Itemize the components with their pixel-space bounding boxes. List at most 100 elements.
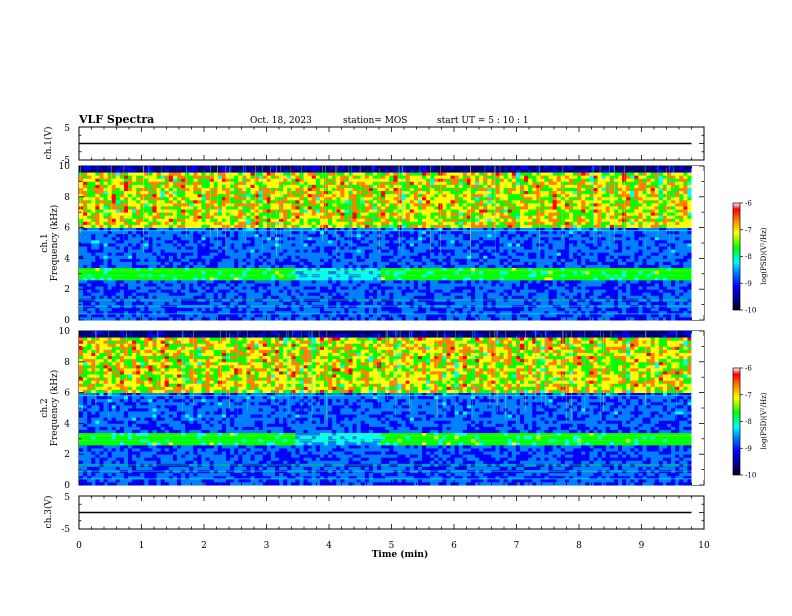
spectrogram-cell	[124, 252, 128, 255]
spectrogram-cell	[238, 225, 242, 228]
spectrogram-cell	[255, 280, 259, 283]
spectrogram-cell	[218, 215, 222, 218]
spectrogram-cell	[181, 191, 185, 194]
spectrogram-cell	[291, 197, 295, 200]
spectrogram-cell	[291, 178, 295, 181]
spectrogram-cell	[153, 197, 157, 200]
spectrogram-cell	[136, 314, 140, 317]
spectrogram-cell	[185, 277, 189, 280]
spectrogram-cell	[255, 225, 259, 228]
spectrogram-cell	[357, 265, 361, 268]
spectrogram-cell	[87, 289, 91, 292]
spectrogram-cell	[214, 280, 218, 283]
spectrogram-cell	[353, 246, 357, 249]
spectrogram-cell	[279, 283, 283, 286]
spectrogram-cell	[344, 194, 348, 197]
spectrogram-cell	[455, 175, 459, 178]
spectrogram-cell	[95, 172, 99, 175]
spectrogram-cell	[267, 265, 271, 268]
spectrogram-cell	[83, 188, 87, 191]
spectrogram-cell	[206, 249, 210, 252]
spectrogram-cell	[349, 197, 353, 200]
spectrogram-cell	[369, 252, 373, 255]
spectrogram-cell	[447, 191, 451, 194]
spectrogram-cell	[238, 255, 242, 258]
spectrogram-cell	[324, 277, 328, 280]
spectrogram-cell	[316, 261, 320, 264]
spectrogram-cell	[202, 246, 206, 249]
spectrogram-cell	[128, 265, 132, 268]
spectrogram-cell	[99, 212, 103, 215]
spectrogram-cell	[202, 231, 206, 234]
spectrogram-cell	[91, 255, 95, 258]
spectrogram-cell	[406, 308, 410, 311]
spectrogram-cell	[177, 234, 181, 237]
spectrogram-cell	[320, 314, 324, 317]
spectrogram-cell	[385, 178, 389, 181]
spectrogram-cell	[295, 243, 299, 246]
spectrogram-cell	[95, 292, 99, 295]
spectrogram-cell	[230, 317, 234, 320]
spectrogram-cell	[361, 249, 365, 252]
spectrogram-cell	[324, 218, 328, 221]
spectrogram-cell	[324, 215, 328, 218]
spectrogram-cell	[132, 218, 136, 221]
spectrogram-cell	[128, 218, 132, 221]
spectrogram-cell	[316, 175, 320, 178]
spectrogram-cell	[169, 194, 173, 197]
spectrogram-cell	[83, 175, 87, 178]
spectrogram-cell	[320, 302, 324, 305]
spectrogram-cell	[275, 231, 279, 234]
spectrogram-cell	[295, 286, 299, 289]
spectrogram-cell	[434, 280, 438, 283]
spectrogram-cell	[238, 308, 242, 311]
spectrogram-cell	[202, 234, 206, 237]
spectrogram-cell	[295, 200, 299, 203]
header-start-ut: start UT = 5 : 10 : 1	[437, 116, 529, 126]
spectrogram-cell	[434, 314, 438, 317]
spectrogram-cell	[442, 212, 446, 215]
spectrogram-cell	[242, 191, 246, 194]
spectrogram-cell	[206, 243, 210, 246]
spectrogram-cell	[459, 181, 463, 184]
spectrogram-cell	[426, 221, 430, 224]
spectrogram-cell	[116, 283, 120, 286]
spectrogram-cell	[128, 225, 132, 228]
spectrogram-cell	[206, 277, 210, 280]
spectrogram-cell	[357, 218, 361, 221]
spectrogram-cell	[316, 271, 320, 274]
spectrogram-cell	[426, 175, 430, 178]
spectrogram-cell	[308, 234, 312, 237]
spectrogram-cell	[393, 191, 397, 194]
spectrogram-cell	[451, 258, 455, 261]
spectrogram-cell	[393, 218, 397, 221]
spectrogram-cell	[438, 258, 442, 261]
spectrogram-cell	[251, 194, 255, 197]
spectrogram-cell	[275, 181, 279, 184]
spectrogram-cell	[181, 246, 185, 249]
spectrogram-cell	[136, 225, 140, 228]
spectrogram-cell	[369, 243, 373, 246]
spectrogram-cell	[267, 292, 271, 295]
spectrogram-cell	[385, 308, 389, 311]
spectrogram-cell	[312, 252, 316, 255]
spectrogram-cell	[455, 200, 459, 203]
spectrogram-cell	[373, 188, 377, 191]
spectrogram-cell	[275, 188, 279, 191]
spectrogram-cell	[410, 203, 414, 206]
spectrogram-cell	[410, 317, 414, 320]
spectrogram-cell	[91, 283, 95, 286]
spectrogram-cell	[353, 252, 357, 255]
spectrogram-cell	[246, 237, 250, 240]
spectrogram-cell	[128, 215, 132, 218]
spectrogram-cell	[332, 317, 336, 320]
spectrogram-cell	[165, 283, 169, 286]
spectrogram-cell	[365, 221, 369, 224]
spectrogram-cell	[353, 271, 357, 274]
spectrogram-cell	[116, 169, 120, 172]
spectrogram-cell	[418, 292, 422, 295]
spectrogram-cell	[410, 166, 414, 169]
spectrogram-cell	[116, 209, 120, 212]
spectrogram-cell	[132, 295, 136, 298]
spectrogram-cell	[393, 172, 397, 175]
